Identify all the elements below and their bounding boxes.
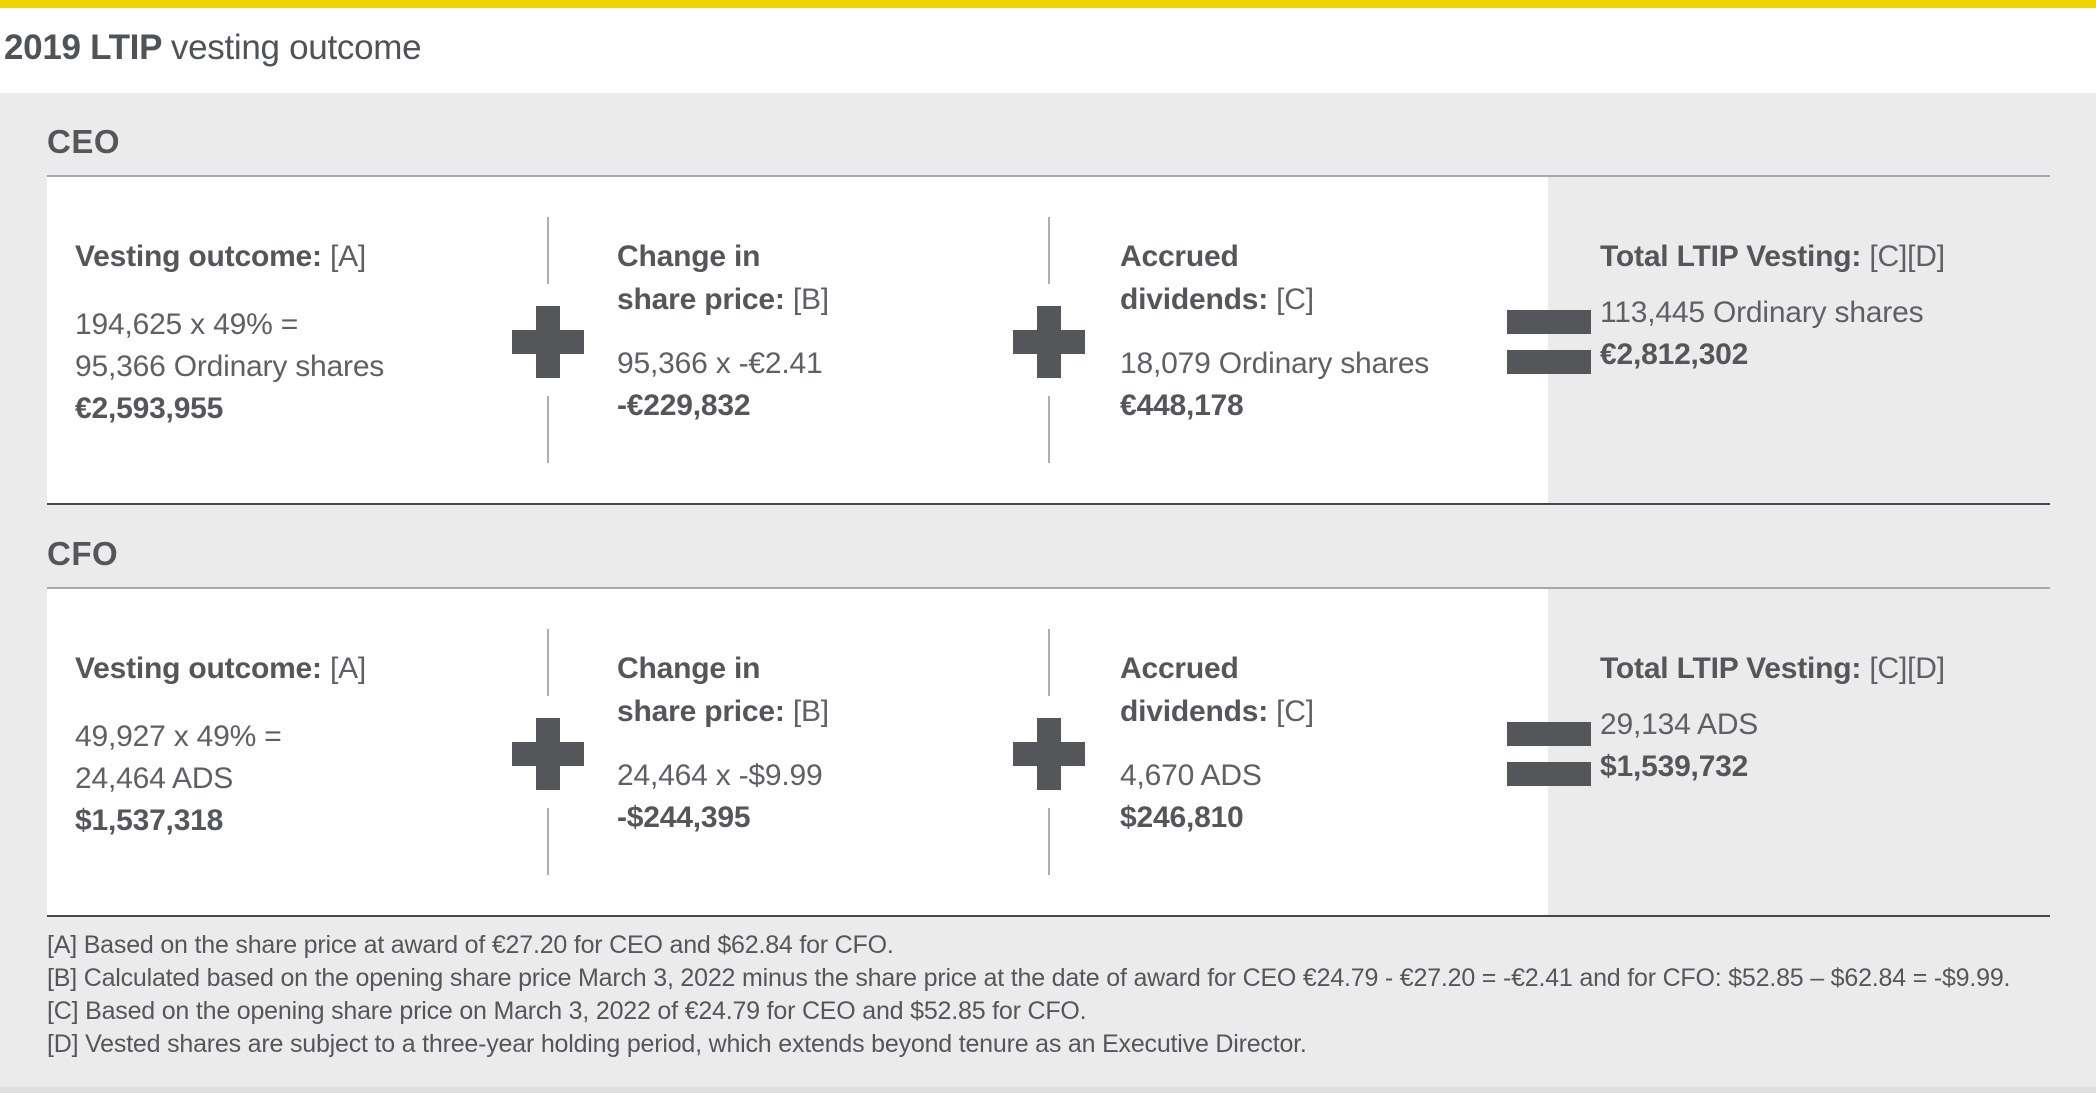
value-line: -$244,395 — [617, 801, 751, 834]
footnote-ref: [B] — [792, 695, 829, 728]
value-line: $1,539,732 — [1600, 750, 1749, 783]
heading-text: Total LTIP Vesting: — [1600, 240, 1862, 273]
ceo-change-heading: Change in share price: [B] — [617, 235, 829, 321]
footnote-ref: [B] — [792, 283, 829, 316]
cfo-calculation-row: Vesting outcome: [A] 49,927 x 49% = 24,4… — [47, 587, 2050, 917]
value-line: -€229,832 — [617, 389, 751, 422]
ceo-total-ltip-vesting-block: Total LTIP Vesting: [C][D] 113,445 Ordin… — [1600, 235, 1945, 376]
footnote-ref: [C][D] — [1869, 652, 1945, 685]
heading-line-1: Accrued — [1120, 652, 1239, 685]
heading-line-1: Change in — [617, 240, 761, 273]
footnote-ref: [A] — [329, 240, 367, 273]
heading-line-2: share price: [B] — [617, 690, 829, 733]
footnote-d: [D] Vested shares are subject to a three… — [47, 1030, 1307, 1058]
calc-line: 194,625 x 49% = — [75, 308, 299, 341]
shares-line: 95,366 Ordinary shares — [75, 350, 385, 383]
page-title: 2019 LTIP vesting outcome — [4, 28, 2096, 68]
page-title-regular: vesting outcome — [170, 28, 422, 67]
ceo-total-heading: Total LTIP Vesting: [C][D] — [1600, 235, 1945, 278]
ceo-accrued-dividends-block: Accrued dividends: [C] 18,079 Ordinary s… — [1120, 235, 1429, 427]
shares-line: 29,134 ADS — [1600, 708, 1759, 741]
value-line: €2,812,302 — [1600, 338, 1749, 371]
footnote-ref: [A] — [329, 652, 367, 685]
footnote-c: [C] Based on the opening share price on … — [47, 997, 1087, 1025]
ceo-vesting-outcome-heading: Vesting outcome: [A] — [75, 235, 384, 278]
ceo-vesting-outcome-block: Vesting outcome: [A] 194,625 x 49% = 95,… — [75, 235, 384, 430]
ceo-calculation-row: Vesting outcome: [A] 194,625 x 49% = 95,… — [47, 175, 2050, 505]
footnotes: [A] Based on the share price at award of… — [47, 929, 2050, 1061]
column-divider — [547, 217, 549, 463]
cfo-change-heading: Change in share price: [B] — [617, 647, 829, 733]
value-line: $246,810 — [1120, 801, 1244, 834]
ceo-dividends-heading: Accrued dividends: [C] — [1120, 235, 1429, 321]
bottom-edge-strip — [0, 1087, 2096, 1093]
plus-icon — [1013, 306, 1085, 378]
cfo-accrued-dividends-block: Accrued dividends: [C] 4,670 ADS $246,81… — [1120, 647, 1314, 839]
ceo-vesting-outcome-body: 194,625 x 49% = 95,366 Ordinary shares €… — [75, 304, 384, 430]
ceo-total-area: Total LTIP Vesting: [C][D] 113,445 Ordin… — [1548, 177, 2050, 503]
footnote-b: [B] Calculated based on the opening shar… — [47, 964, 2011, 992]
cfo-total-body: 29,134 ADS $1,539,732 — [1600, 704, 1945, 788]
equals-icon — [1507, 310, 1591, 374]
heading-text: share price: — [617, 283, 785, 316]
column-divider — [1048, 629, 1050, 875]
heading-text: Total LTIP Vesting: — [1600, 652, 1862, 685]
content-panel: CEO Vesting outcome: [A] 194,625 x 49% =… — [0, 93, 2096, 1093]
ceo-dividends-body: 18,079 Ordinary shares €448,178 — [1120, 343, 1429, 427]
plus-icon — [1013, 718, 1085, 790]
cfo-change-share-price-block: Change in share price: [B] 24,464 x -$9.… — [617, 647, 829, 839]
value-line: €2,593,955 — [75, 392, 224, 425]
heading-text: Vesting outcome: — [75, 240, 322, 273]
heading-line-1: Accrued — [1120, 240, 1239, 273]
heading-text: dividends: — [1120, 283, 1269, 316]
cfo-vesting-outcome-heading: Vesting outcome: [A] — [75, 647, 366, 690]
heading-line-2: share price: [B] — [617, 278, 829, 321]
cfo-dividends-body: 4,670 ADS $246,810 — [1120, 755, 1314, 839]
cfo-vesting-outcome-body: 49,927 x 49% = 24,464 ADS $1,537,318 — [75, 716, 366, 842]
heading-line-2: dividends: [C] — [1120, 690, 1314, 733]
equals-icon — [1507, 722, 1591, 786]
heading-line-1: Change in — [617, 652, 761, 685]
footnote-a: [A] Based on the share price at award of… — [47, 931, 894, 959]
ceo-calc-area: Vesting outcome: [A] 194,625 x 49% = 95,… — [47, 177, 1548, 503]
footnote-ref: [C][D] — [1869, 240, 1945, 273]
heading-text: Vesting outcome: — [75, 652, 322, 685]
shares-line: 24,464 ADS — [75, 762, 234, 795]
heading-text: share price: — [617, 695, 785, 728]
shares-line: 113,445 Ordinary shares — [1600, 296, 1924, 329]
column-divider — [1048, 217, 1050, 463]
cfo-dividends-heading: Accrued dividends: [C] — [1120, 647, 1314, 733]
calc-line: 95,366 x -€2.41 — [617, 347, 823, 380]
plus-icon — [512, 306, 584, 378]
shares-line: 4,670 ADS — [1120, 759, 1262, 792]
heading-line-2: dividends: [C] — [1120, 278, 1429, 321]
cfo-total-ltip-vesting-block: Total LTIP Vesting: [C][D] 29,134 ADS $1… — [1600, 647, 1945, 788]
value-line: $1,537,318 — [75, 804, 224, 837]
ceo-label: CEO — [47, 123, 121, 160]
plus-icon — [512, 718, 584, 790]
cfo-section: CFO Vesting outcome: [A] 49,927 x 49% = … — [47, 505, 2050, 917]
cfo-change-body: 24,464 x -$9.99 -$244,395 — [617, 755, 829, 839]
heading-text: dividends: — [1120, 695, 1269, 728]
cfo-total-heading: Total LTIP Vesting: [C][D] — [1600, 647, 1945, 690]
cfo-label: CFO — [47, 535, 119, 572]
calc-line: 24,464 x -$9.99 — [617, 759, 823, 792]
page-header: 2019 LTIP vesting outcome — [0, 8, 2096, 93]
calc-line: 49,927 x 49% = — [75, 720, 282, 753]
ceo-total-body: 113,445 Ordinary shares €2,812,302 — [1600, 292, 1945, 376]
shares-line: 18,079 Ordinary shares — [1120, 347, 1430, 380]
value-line: €448,178 — [1120, 389, 1244, 422]
accent-top-bar — [0, 0, 2096, 8]
ceo-change-body: 95,366 x -€2.41 -€229,832 — [617, 343, 829, 427]
ceo-section: CEO Vesting outcome: [A] 194,625 x 49% =… — [47, 93, 2050, 505]
footnote-ref: [C] — [1276, 283, 1314, 316]
page-title-bold: 2019 LTIP — [4, 28, 162, 67]
cfo-total-area: Total LTIP Vesting: [C][D] 29,134 ADS $1… — [1548, 589, 2050, 915]
column-divider — [547, 629, 549, 875]
ceo-change-share-price-block: Change in share price: [B] 95,366 x -€2.… — [617, 235, 829, 427]
cfo-calc-area: Vesting outcome: [A] 49,927 x 49% = 24,4… — [47, 589, 1548, 915]
footnote-ref: [C] — [1276, 695, 1314, 728]
cfo-vesting-outcome-block: Vesting outcome: [A] 49,927 x 49% = 24,4… — [75, 647, 366, 842]
